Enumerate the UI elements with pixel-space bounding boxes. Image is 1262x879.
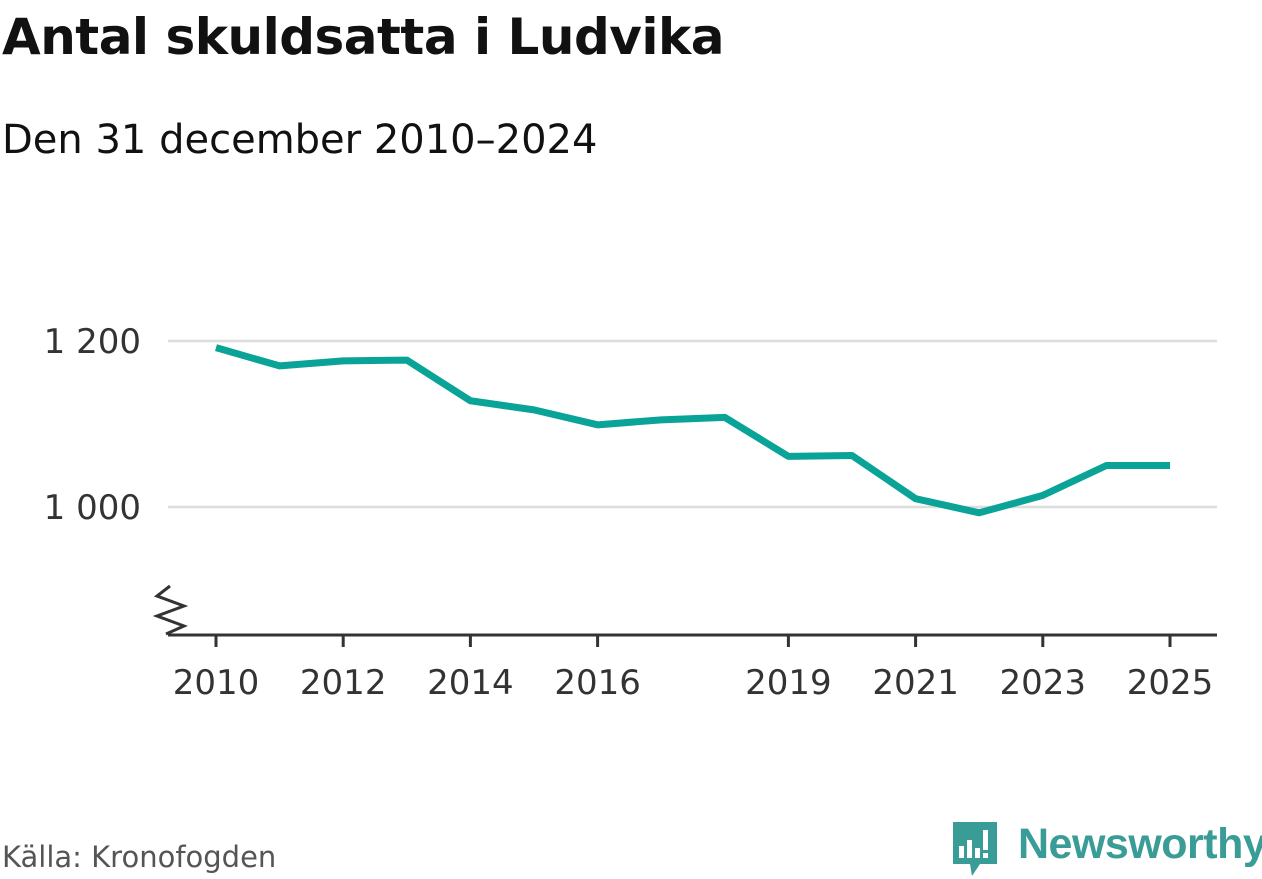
chart-subtitle: Den 31 december 2010–2024 <box>2 117 598 163</box>
x-tick-label: 2023 <box>1000 663 1087 703</box>
x-tick-label: 2019 <box>745 663 832 703</box>
x-tick-label: 2012 <box>300 663 387 703</box>
x-tick-label: 2016 <box>554 663 641 703</box>
axis-break-icon <box>152 584 189 636</box>
x-axis-labels: 2010 2012 2014 2016 2019 2021 2023 2025 <box>173 635 1214 703</box>
series-layer <box>215 344 1170 517</box>
x-tick-label: 2021 <box>872 663 959 703</box>
newsworthy-logo: Newsworthy <box>950 818 1262 878</box>
x-tick-label: 2010 <box>173 663 260 703</box>
x-tick-label: 2025 <box>1127 663 1214 703</box>
x-tick-label: 2014 <box>427 663 514 703</box>
y-axis-labels: 1 000 1 200 <box>44 322 141 528</box>
series-line <box>215 344 1170 517</box>
source-note: Källa: Kronofogden <box>2 840 277 874</box>
chart-title: Antal skuldsatta i Ludvika <box>2 8 725 66</box>
y-tick-label: 1 000 <box>44 488 141 528</box>
y-tick-label: 1 200 <box>44 322 141 362</box>
x-axis <box>152 584 1217 637</box>
newsworthy-logo-icon <box>953 822 997 876</box>
gridlines <box>168 339 1217 509</box>
brand-name: Newsworthy <box>1018 820 1262 868</box>
